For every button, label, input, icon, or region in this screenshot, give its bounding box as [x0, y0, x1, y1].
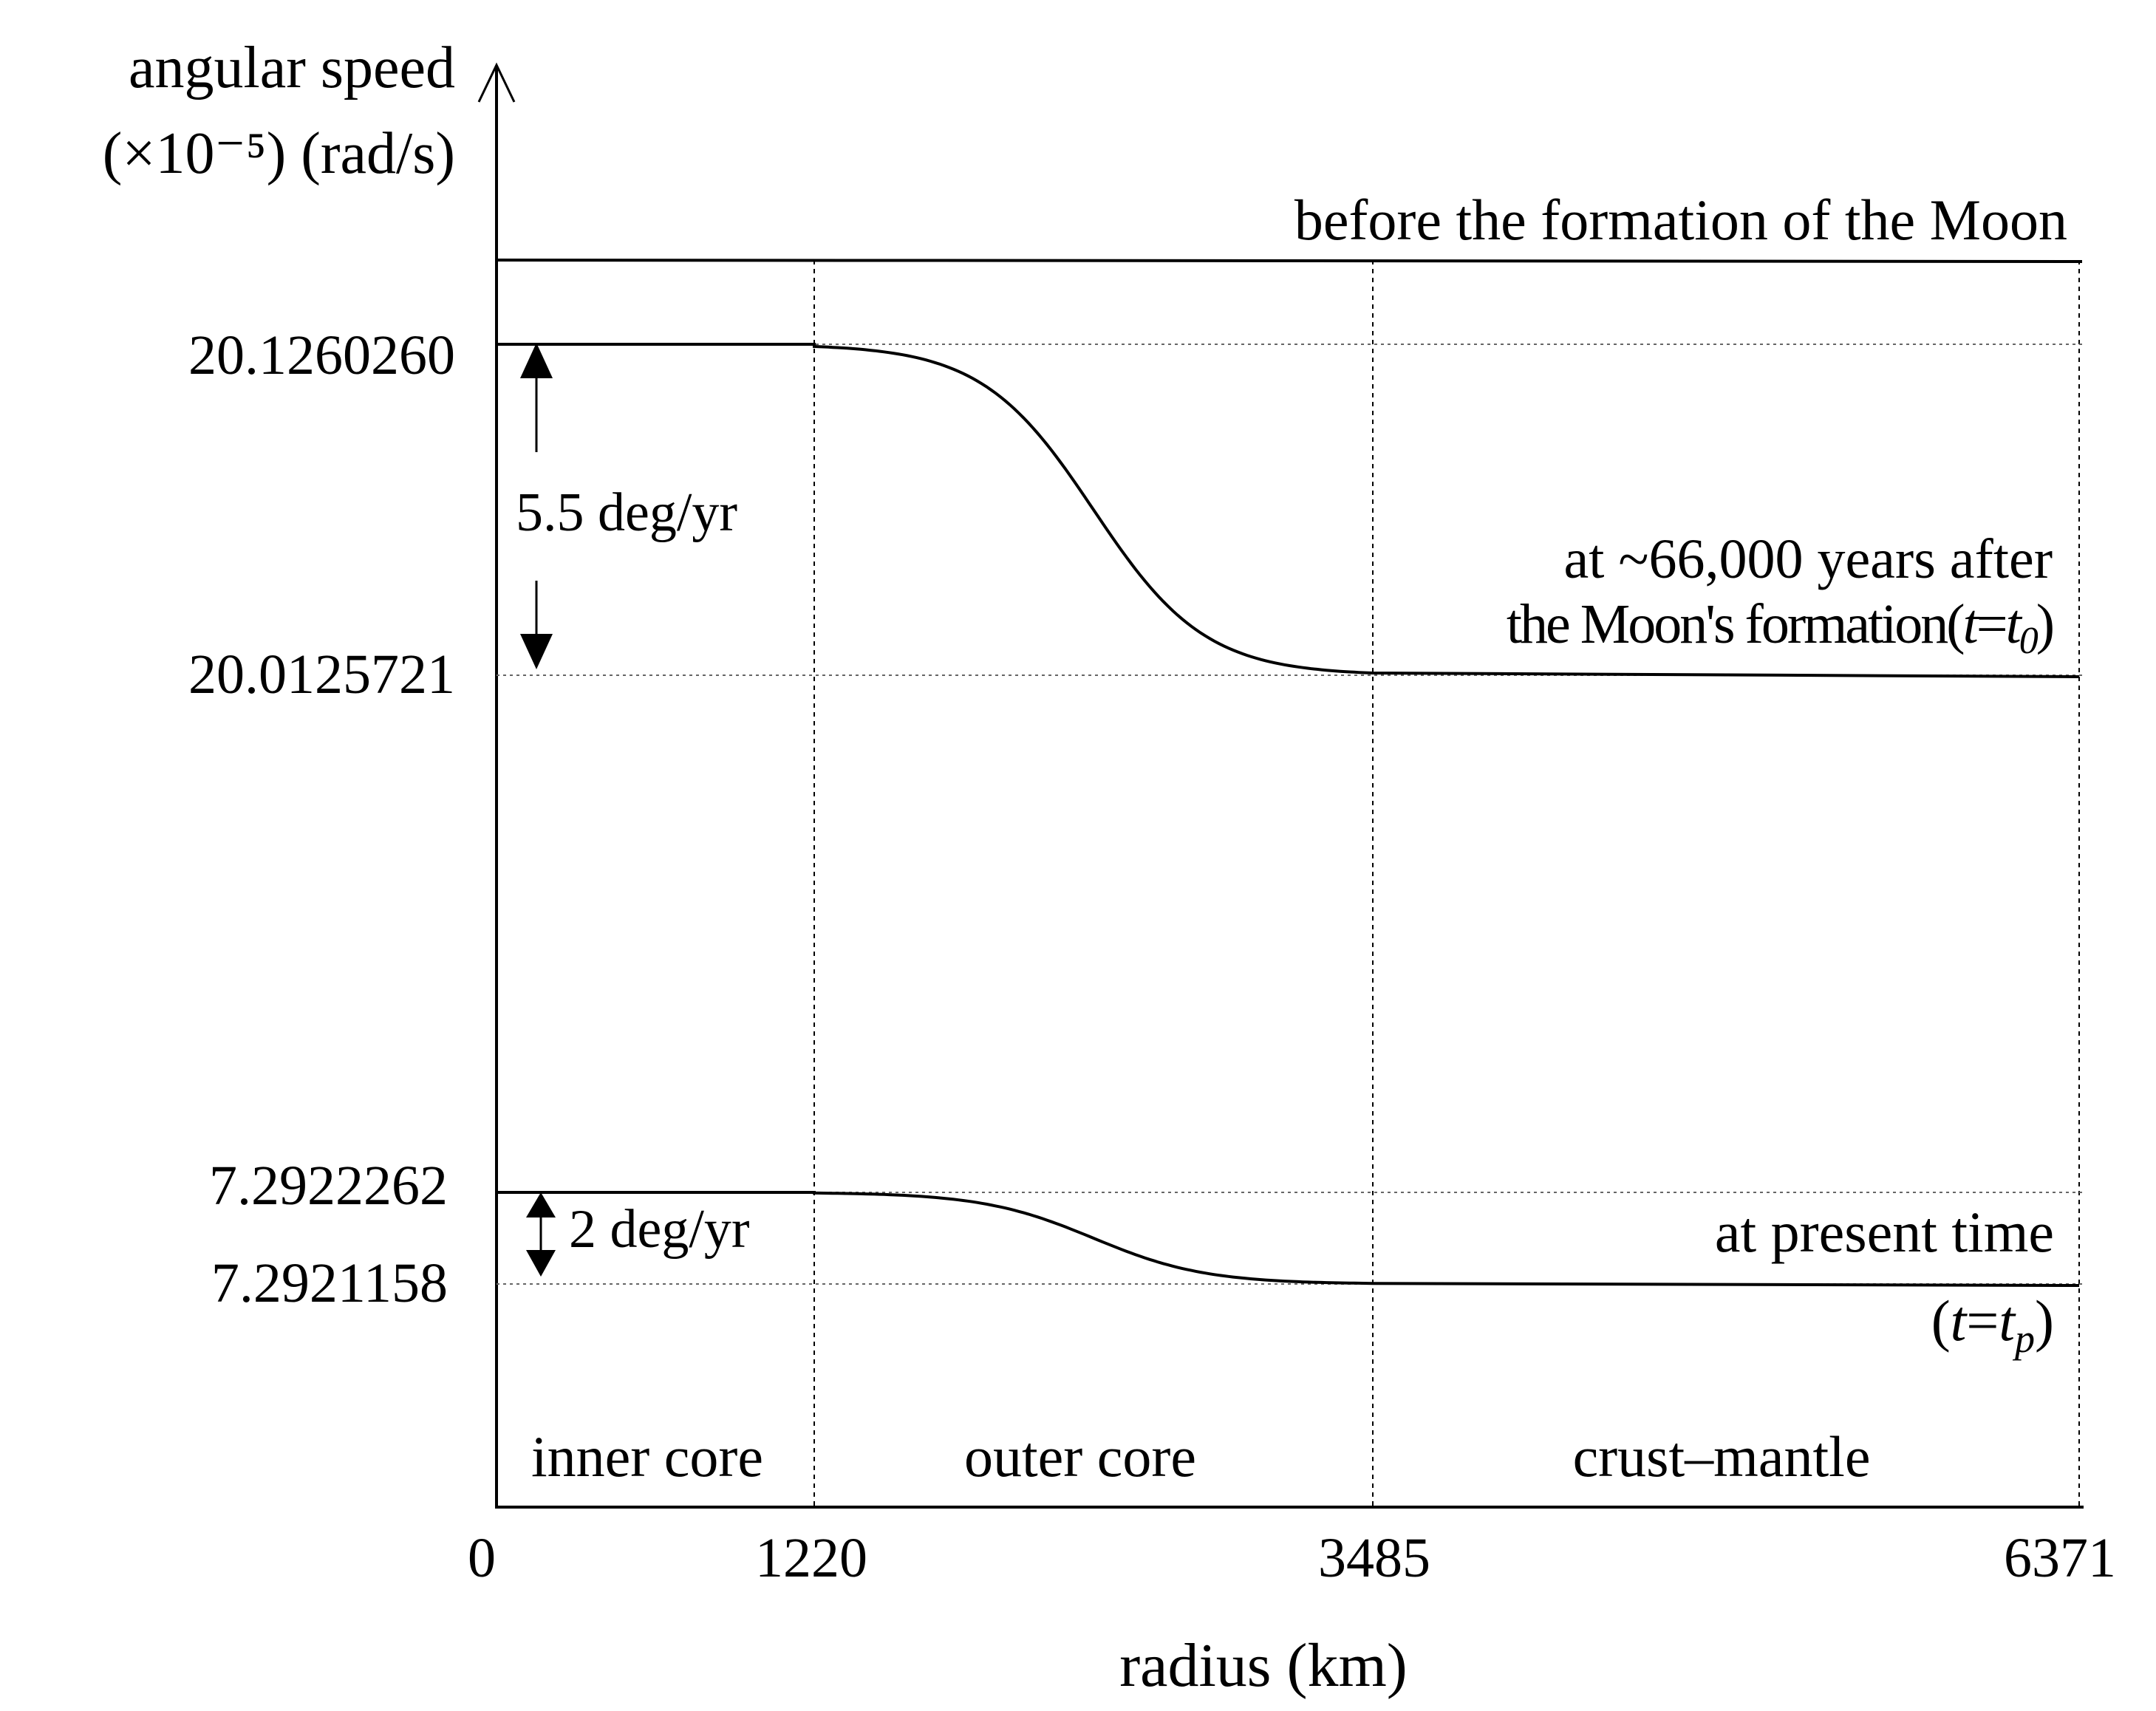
- y-axis-title-line1: angular speed: [129, 35, 455, 100]
- label-present-line2: (t=tp): [1931, 1288, 2054, 1361]
- label-present-line1: at present time: [1715, 1200, 2054, 1264]
- label-5-5-deg-yr: 5.5 deg/yr: [516, 482, 737, 543]
- region-label-crust-mantle: crust–mantle: [1573, 1424, 1871, 1489]
- y-axis-arrowhead: [477, 62, 516, 103]
- t-symbol: t: [1999, 1288, 2016, 1353]
- x-tick-label: 0: [468, 1527, 496, 1589]
- y-tick-label: 7.2922262: [209, 1155, 448, 1217]
- arrow-2-deg: [526, 1192, 556, 1277]
- x-axis-title: radius (km): [1119, 1631, 1408, 1700]
- subscript-p: p: [2012, 1316, 2035, 1361]
- region-label-inner-core: inner core: [531, 1424, 763, 1489]
- arrow-5-5-deg: [520, 343, 553, 669]
- label-before-moon: before the formation of the Moon: [1294, 188, 2067, 252]
- region-dividers: [813, 260, 2080, 1506]
- label-66000-years-line1: at ~66,000 years after: [1563, 528, 2053, 590]
- value-reference-lines: [497, 344, 2082, 1285]
- region-label-outer-core: outer core: [964, 1424, 1196, 1489]
- y-axis-title-line2: (×10⁻⁵) (rad/s): [103, 121, 455, 186]
- label-2-deg-yr: 2 deg/yr: [569, 1199, 750, 1260]
- moon-formation-text: the Moon's formation: [1507, 593, 1948, 655]
- y-tick-label: 7.2921158: [211, 1252, 448, 1314]
- label-66000-years-line2: the Moon's formation(t=t0): [1507, 593, 2053, 662]
- x-tick-label: 3485: [1318, 1527, 1430, 1589]
- equals-symbol: =: [1966, 1288, 1999, 1353]
- series-present: [497, 1191, 2080, 1287]
- y-tick-label: 20.1260260: [188, 324, 455, 386]
- series-before-moon: [496, 259, 2083, 263]
- t-symbol: t: [1951, 1288, 1968, 1353]
- x-tick-label: 6371: [2004, 1527, 2116, 1589]
- x-tick-label: 1220: [755, 1527, 867, 1589]
- series-66000-years: [497, 343, 2080, 678]
- equals-symbol: =: [1976, 593, 2006, 655]
- y-tick-label: 20.0125721: [188, 643, 455, 706]
